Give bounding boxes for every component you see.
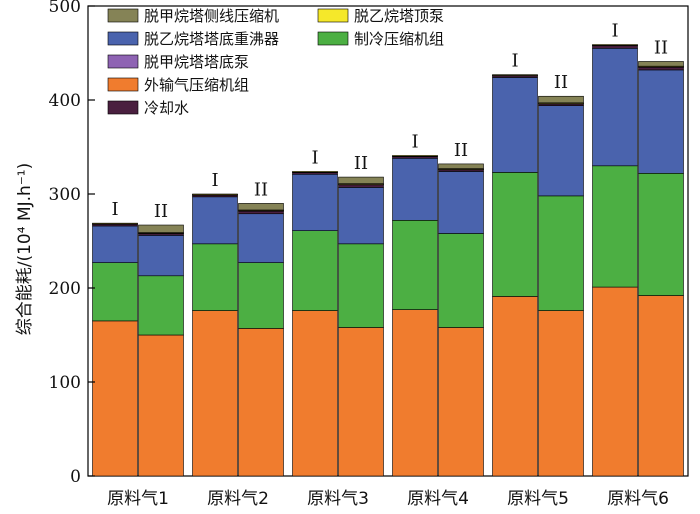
bar-segment (238, 203, 284, 211)
bar-segment (438, 163, 484, 169)
x-category-labels: 原料气1 原料气2 原料气3 原料气4 原料气5 原料气6 (107, 489, 669, 509)
case-label: II (154, 201, 168, 222)
bar-segment (638, 295, 684, 477)
bar-segment (392, 220, 438, 310)
y-tick-label: 500 (49, 0, 81, 17)
bar-segment (592, 47, 638, 167)
bar-segment (138, 334, 184, 477)
x-category-label: 原料气3 (307, 489, 369, 509)
bar-segment (438, 171, 484, 234)
bar-segment (338, 243, 384, 328)
bar-segment (92, 320, 138, 477)
case-label: II (254, 179, 268, 200)
bar-segment (638, 61, 684, 67)
bar-segment (138, 235, 184, 277)
case-label: I (411, 131, 418, 152)
case-label: II (654, 37, 668, 58)
y-tick-label: 200 (49, 279, 81, 299)
legend-swatch (317, 8, 349, 23)
bar-segment (192, 196, 238, 245)
y-axis-label: 综合能耗/(10⁴ MJ.h⁻¹) (15, 163, 35, 336)
bar-segment (392, 155, 438, 157)
bars (92, 44, 684, 477)
bar-segment (292, 230, 338, 311)
x-category-label: 原料气5 (507, 489, 569, 509)
legend-entry: 脱甲烷塔侧线压缩机 (144, 7, 279, 25)
case-label: I (611, 21, 618, 42)
bar-segment (138, 275, 184, 336)
x-category-label: 原料气6 (607, 489, 669, 509)
legend-swatch (107, 100, 139, 115)
bar-segment (538, 310, 584, 477)
bar-segment (192, 310, 238, 477)
bar-segment (492, 77, 538, 173)
legend-swatch (107, 54, 139, 69)
case-label: I (111, 199, 118, 220)
bar-segment (538, 105, 584, 197)
legend-entry: 脱甲烷塔塔底泵 (144, 53, 249, 71)
bar-segment (192, 243, 238, 311)
x-category-label: 原料气4 (407, 489, 469, 509)
case-label: I (511, 51, 518, 72)
bar-segment (292, 173, 338, 231)
legend-swatch (107, 77, 139, 92)
bar-segment (492, 296, 538, 477)
bar-segment (338, 327, 384, 477)
y-tick-label: 0 (70, 467, 81, 487)
bar-segment (338, 187, 384, 245)
axes (87, 5, 689, 477)
bar-segment (338, 176, 384, 184)
bar-segment (92, 262, 138, 322)
y-tick-label: 100 (49, 373, 81, 393)
bar-segment (538, 195, 584, 311)
bar-segment (538, 95, 584, 104)
bar-segment (238, 262, 284, 329)
legend-swatch (107, 31, 139, 46)
bar-segment (238, 213, 284, 263)
case-label: II (354, 153, 368, 174)
bar-segment (492, 74, 538, 76)
bar-segment (392, 309, 438, 477)
y-tick-label: 300 (49, 185, 81, 205)
case-label: II (554, 72, 568, 93)
x-category-label: 原料气2 (207, 489, 269, 509)
bar-segment (638, 173, 684, 296)
legend-entry: 脱乙烷塔顶泵 (354, 7, 444, 25)
legend-entry: 外输气压缩机组 (144, 76, 249, 94)
legend-swatch (317, 31, 349, 46)
legend-entry: 制冷压缩机组 (354, 30, 444, 48)
bar-segment (392, 157, 438, 221)
bar-segment (292, 171, 338, 173)
bar-segment (592, 286, 638, 477)
bar-segment (492, 172, 538, 297)
bar-segment (438, 233, 484, 328)
legend-entry: 冷却水 (144, 99, 189, 117)
case-label: I (311, 147, 318, 168)
y-tick-label: 400 (49, 91, 81, 111)
bar-segment (292, 310, 338, 477)
y-ticks: 0 100 200 300 400 500 (49, 0, 95, 487)
x-category-label: 原料气1 (107, 489, 169, 509)
bar-segment (592, 165, 638, 288)
legend-entry: 脱乙烷塔塔底重沸器 (144, 30, 279, 48)
plot-frame (87, 5, 689, 477)
bar-segment (92, 222, 138, 225)
bar-segment (638, 69, 684, 174)
legend-swatch (107, 8, 139, 23)
case-label: II (454, 140, 468, 161)
bar-segment (92, 225, 138, 263)
bar-segment (238, 328, 284, 477)
bar-segment (192, 193, 238, 196)
bar-segment (592, 44, 638, 46)
bar-segment (138, 224, 184, 233)
bar-segment (438, 327, 484, 477)
case-label: I (211, 170, 218, 191)
